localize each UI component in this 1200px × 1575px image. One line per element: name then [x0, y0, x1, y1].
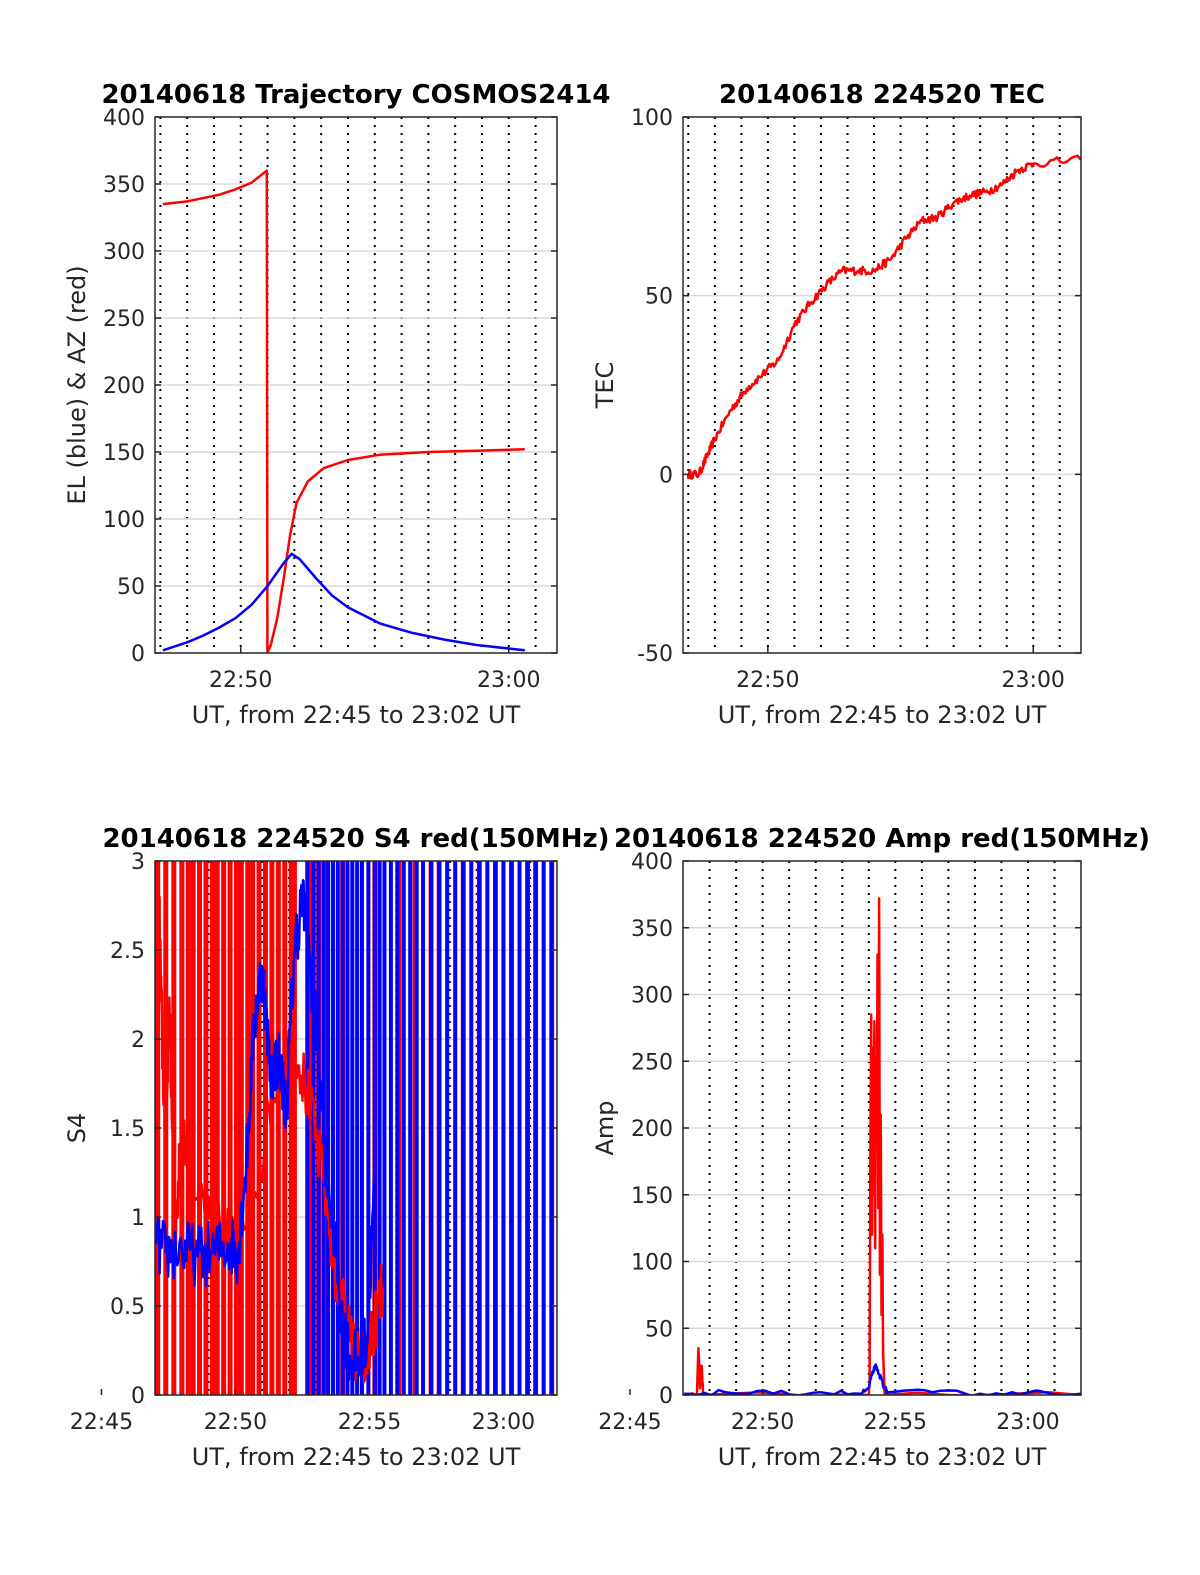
x-tick-label: 22:45: [70, 1410, 133, 1435]
y-tick-label: -50: [637, 642, 673, 667]
y-tick-label: 350: [631, 917, 673, 942]
y-tick-label: 0.5: [110, 1295, 145, 1320]
y-tick-label: 100: [103, 508, 145, 533]
y-tick-label: 0: [659, 1384, 673, 1409]
blue-series-line: [684, 1363, 1081, 1395]
y-tick-label: 0: [131, 1384, 145, 1409]
x-axis-label: UT, from 22:45 to 23:02 UT: [192, 701, 521, 729]
y-tick-label: 50: [645, 285, 673, 310]
y-tick-label: 250: [631, 1050, 673, 1075]
y-tick-label: 250: [103, 307, 145, 332]
y-tick-label: 1.5: [110, 1117, 145, 1142]
y-tick-label: 150: [631, 1184, 673, 1209]
y-tick-label: 100: [631, 106, 673, 131]
chart-s4: 0 0.5 1 1.5 2 2.5 3 22:45 22:50 22:55 23:00 2014061…: [63, 824, 610, 1471]
y-tick-label: 1: [131, 1206, 145, 1231]
x-tick-label: 22:55: [864, 1410, 927, 1435]
y-tick-label: 400: [631, 850, 673, 875]
chart-title: 20140618 224520 TEC: [719, 80, 1045, 110]
x-tick-label: 22:50: [731, 1410, 794, 1435]
y-axis-label: S4: [63, 1113, 91, 1144]
data-layer: [683, 897, 1081, 1395]
x-axis-label: UT, from 22:45 to 23:02 UT: [718, 1443, 1047, 1471]
y-tick-label: 2: [131, 1028, 145, 1053]
axes-box: [682, 116, 1082, 654]
y-tick-label: 50: [645, 1317, 673, 1342]
x-tick-label: 23:00: [1002, 668, 1065, 693]
x-tick-label: 23:00: [477, 668, 540, 693]
y-tick-label: 200: [631, 1117, 673, 1142]
chart-title: 20140618 Trajectory COSMOS2414: [101, 80, 610, 110]
data-layer: [155, 861, 555, 1395]
y-tick-label: 150: [103, 441, 145, 466]
y-tick-label: 300: [631, 984, 673, 1009]
data-layer: [686, 154, 1081, 480]
chart-trajectory: 0 50 100 150 200 250 300 350 400 22:50 23:00 201406…: [63, 80, 611, 729]
y-tick-label: 0: [131, 642, 145, 667]
x-tick-label: 23:00: [996, 1410, 1059, 1435]
red-series-line: [686, 154, 1081, 480]
data-layer: [162, 169, 525, 653]
y-tick-label: 100: [631, 1251, 673, 1276]
blue-series-line: [162, 552, 525, 652]
x-tick-label: 22:50: [209, 668, 272, 693]
y-tick-label: 50: [117, 575, 145, 600]
y-tick-label: 0: [659, 463, 673, 488]
x-tick-label: 22:50: [204, 1410, 267, 1435]
x-tick-label: 23:00: [472, 1410, 535, 1435]
x-axis-label: UT, from 22:45 to 23:02 UT: [718, 701, 1047, 729]
x-tick-label: 22:55: [338, 1410, 401, 1435]
y-axis-label: EL (blue) & AZ (red): [63, 265, 91, 504]
y-axis-label: TEC: [591, 362, 619, 410]
blue-series-line: [155, 879, 377, 1389]
plot-area: [683, 117, 1081, 653]
x-tick-label: 22:45: [598, 1410, 661, 1435]
red-series-line: [683, 897, 1081, 1395]
chart-amp: 0 50 100 150 200 250 300 350 400 22:45 22:50 22:55 2…: [591, 824, 1150, 1471]
y-tick-label: 200: [103, 374, 145, 399]
y-tick-label: 3: [131, 850, 145, 875]
y-axis-label: Amp: [591, 1100, 619, 1155]
chart-title: 20140618 224520 S4 red(150MHz): [102, 824, 609, 854]
chart-title: 20140618 224520 Amp red(150MHz): [614, 824, 1150, 854]
red-series-line: [162, 169, 525, 653]
y-tick-label: 300: [103, 240, 145, 265]
x-tick-label: 22:50: [736, 668, 799, 693]
chart-tec: -50 0 50 100 22:50 23:00 20140618 224520 TEC UT…: [591, 80, 1082, 729]
y-tick-label: 400: [103, 106, 145, 131]
x-axis-label: UT, from 22:45 to 23:02 UT: [192, 1443, 521, 1471]
y-tick-label: 2.5: [110, 939, 145, 964]
y-tick-label: 350: [103, 173, 145, 198]
